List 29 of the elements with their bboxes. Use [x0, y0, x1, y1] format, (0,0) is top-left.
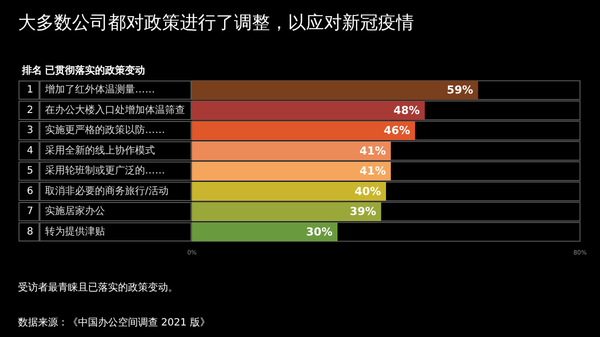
data-label: 46%: [384, 124, 410, 138]
chart-title: 大多数公司都对政策进行了调整，以应对新冠疫情: [18, 12, 414, 34]
y-tick-label: 实施更严格的政策以防……: [45, 124, 165, 136]
text: 排名: [21, 64, 42, 76]
text: 2: [26, 104, 34, 116]
y-tick-label: 采用全新的线上协作模式: [45, 144, 155, 156]
source-note: 数据来源：《中国办公空间调查 2021 版》: [18, 316, 210, 328]
text: 1: [26, 84, 34, 96]
y-tick-label: 取消非必要的商务旅行/活动: [45, 184, 168, 197]
data-label: 30%: [306, 225, 332, 238]
y-tick-label: 采用轮班制或更广泛的……: [45, 164, 165, 177]
text: 7: [26, 206, 34, 218]
data-label: 40%: [354, 184, 381, 198]
data-label: 48%: [393, 104, 420, 117]
text: 6: [26, 186, 34, 197]
y-tick-label: 转为提供津贴: [45, 225, 105, 238]
data-label: 39%: [350, 205, 376, 218]
data-label: 41%: [360, 164, 386, 178]
text: 已贯彻落实的政策变动: [45, 64, 145, 76]
data-label: 59%: [446, 84, 474, 97]
text: 受访者最青睐且已落实的政策变动。: [18, 282, 178, 294]
text: 4: [26, 145, 34, 156]
text: 3: [26, 125, 34, 136]
y-tick-label: 增加了红外体温测量……: [44, 84, 155, 96]
text: 5: [26, 166, 34, 177]
data-label: 41%: [360, 144, 386, 158]
text: 8: [26, 226, 34, 238]
y-tick-label: 在办公大楼入口处增加体温筛查: [45, 104, 185, 116]
y-tick-label: 实施居家办公: [45, 205, 105, 218]
